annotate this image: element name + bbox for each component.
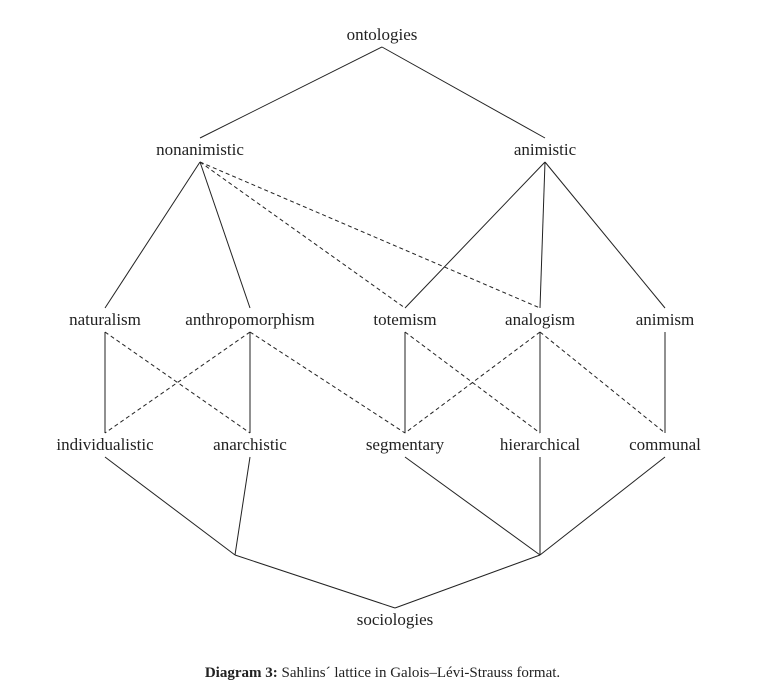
edge-anarchistic-joinL <box>235 457 250 555</box>
edges-layer <box>0 0 765 692</box>
edge-animistic-totemism <box>405 162 545 308</box>
node-naturalism: naturalism <box>69 310 141 330</box>
edge-joinR-sociologies <box>395 555 540 608</box>
caption-prefix: Diagram 3: <box>205 665 282 681</box>
caption-text: Sahlins´ lattice in Galois–Lévi-Strauss … <box>281 665 560 681</box>
node-segmentary: segmentary <box>366 435 444 455</box>
node-ontologies: ontologies <box>347 25 418 45</box>
edge-analogism-communal <box>540 332 665 433</box>
edge-communal-joinR <box>540 457 665 555</box>
edge-animistic-analogism <box>540 162 545 308</box>
node-analogism: analogism <box>505 310 575 330</box>
edge-ontologies-nonanimistic <box>200 47 382 138</box>
node-sociologies: sociologies <box>357 610 434 630</box>
edge-nonanimistic-naturalism <box>105 162 200 308</box>
node-nonanimistic: nonanimistic <box>156 140 244 160</box>
node-individualistic: individualistic <box>56 435 153 455</box>
edge-animistic-animism <box>545 162 665 308</box>
node-anthropomorphism: anthropomorphism <box>185 310 314 330</box>
edge-nonanimistic-anthropomorphism <box>200 162 250 308</box>
diagram-caption: Diagram 3: Sahlins´ lattice in Galois–Lé… <box>205 665 560 682</box>
diagram-canvas: ontologies nonanimistic animistic naturalis… <box>0 0 765 692</box>
edge-segmentary-joinR <box>405 457 540 555</box>
node-totemism: totemism <box>373 310 436 330</box>
edge-joinL-sociologies <box>235 555 395 608</box>
node-communal: communal <box>629 435 701 455</box>
node-animistic: animistic <box>514 140 576 160</box>
edge-nonanimistic-analogism <box>200 162 540 308</box>
node-animism: animism <box>636 310 695 330</box>
edge-individualistic-joinL <box>105 457 235 555</box>
edge-anthropomorphism-segmentary <box>250 332 405 433</box>
node-hierarchical: hierarchical <box>500 435 580 455</box>
edge-nonanimistic-totemism <box>200 162 405 308</box>
node-anarchistic: anarchistic <box>213 435 287 455</box>
edge-ontologies-animistic <box>382 47 545 138</box>
